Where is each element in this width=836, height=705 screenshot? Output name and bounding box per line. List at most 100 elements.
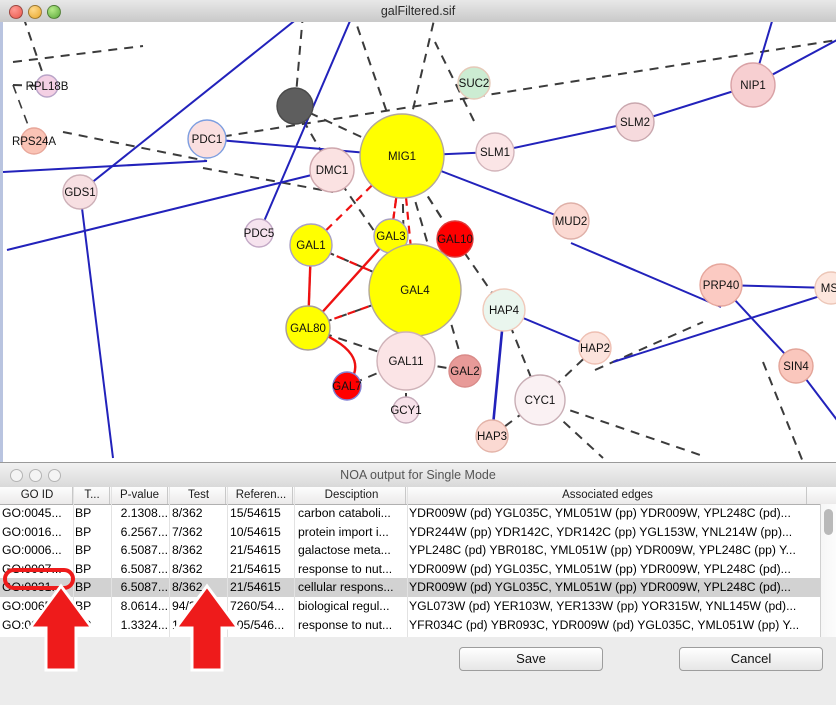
network-edge[interactable] bbox=[539, 399, 604, 459]
network-node-gal3[interactable]: GAL3 bbox=[373, 218, 409, 254]
network-node-mud2[interactable]: MUD2 bbox=[552, 202, 590, 240]
save-button[interactable]: Save bbox=[459, 647, 603, 671]
network-edge[interactable] bbox=[12, 45, 144, 63]
network-node-gal80[interactable]: GAL80 bbox=[285, 305, 331, 351]
network-node-hap4[interactable]: HAP4 bbox=[482, 288, 526, 332]
maximize-window-icon[interactable] bbox=[47, 5, 61, 19]
node-circle[interactable] bbox=[376, 331, 436, 391]
network-edge[interactable] bbox=[3, 160, 208, 173]
network-node-gal7[interactable]: GAL7 bbox=[332, 371, 362, 401]
network-node-pdc5[interactable]: PDC5 bbox=[244, 218, 275, 248]
node-circle[interactable] bbox=[309, 147, 355, 193]
network-node-nip1[interactable]: NIP1 bbox=[730, 62, 776, 108]
window-title-bar[interactable]: galFiltered.sif bbox=[0, 0, 836, 23]
table-vertical-scrollbar[interactable] bbox=[820, 504, 836, 637]
column-header-associated-edges[interactable]: Associated edges bbox=[409, 487, 807, 504]
table-row[interactable]: GO:0065... BP 8.0614... 94/362 7260/54... bio… bbox=[0, 597, 836, 616]
network-edge[interactable] bbox=[12, 84, 48, 87]
node-circle[interactable] bbox=[814, 271, 836, 305]
network-edge[interactable] bbox=[539, 347, 596, 401]
network-node-sin4[interactable]: SIN4 bbox=[778, 348, 814, 384]
network-edge[interactable] bbox=[762, 361, 804, 462]
network-node-mig1[interactable]: MIG1 bbox=[359, 113, 445, 199]
minimize-window-icon[interactable] bbox=[28, 5, 42, 19]
node-circle[interactable] bbox=[552, 202, 590, 240]
network-edge[interactable] bbox=[79, 191, 114, 459]
node-circle[interactable] bbox=[285, 305, 331, 351]
network-node-gcy1[interactable]: GCY1 bbox=[390, 396, 422, 424]
node-circle[interactable] bbox=[475, 419, 509, 453]
noa-close-icon[interactable] bbox=[10, 469, 23, 482]
node-circle[interactable] bbox=[730, 62, 776, 108]
network-node-suc2[interactable]: SUC2 bbox=[457, 66, 491, 100]
column-header-desciption[interactable]: Desciption bbox=[298, 487, 406, 504]
network-edge[interactable] bbox=[62, 131, 208, 162]
node-circle[interactable] bbox=[778, 348, 814, 384]
table-row[interactable]: GO:0016... BP 6.2567... 7/362 10/54615 protei… bbox=[0, 523, 836, 542]
network-node-hap2[interactable]: HAP2 bbox=[578, 331, 612, 365]
network-edge[interactable] bbox=[494, 121, 636, 153]
network-node-gal2[interactable]: GAL2 bbox=[448, 354, 482, 388]
node-circle[interactable] bbox=[276, 87, 314, 125]
table-row[interactable]: GO:0031... BP 6.5087... 8/362 21/54615 cellul… bbox=[0, 578, 836, 597]
scrollbar-thumb[interactable] bbox=[824, 509, 833, 535]
node-circle[interactable] bbox=[475, 132, 515, 172]
network-edge[interactable] bbox=[6, 169, 333, 251]
network-edge[interactable] bbox=[612, 289, 836, 363]
node-circle[interactable] bbox=[187, 119, 227, 159]
network-node-gal1[interactable]: GAL1 bbox=[289, 223, 333, 267]
network-edge[interactable] bbox=[570, 242, 722, 308]
noa-maximize-icon[interactable] bbox=[48, 469, 61, 482]
node-circle[interactable] bbox=[392, 396, 420, 424]
network-node-gal11[interactable]: GAL11 bbox=[376, 331, 436, 391]
noa-minimize-icon[interactable] bbox=[29, 469, 42, 482]
network-node-hap3[interactable]: HAP3 bbox=[475, 419, 509, 453]
node-circle[interactable] bbox=[514, 374, 566, 426]
node-circle[interactable] bbox=[20, 127, 48, 155]
table-row[interactable]: GO:0007... BP 6.5087... 8/362 21/54615 respon… bbox=[0, 560, 836, 579]
noa-results-table[interactable]: GO ID T... P-value Test Referen... Desciption… bbox=[0, 487, 836, 638]
network-node-rps24a[interactable]: RPS24A bbox=[12, 127, 56, 155]
network-node-gds1[interactable]: GDS1 bbox=[62, 174, 98, 210]
network-edge[interactable] bbox=[206, 39, 836, 140]
network-edge[interactable] bbox=[202, 167, 334, 193]
node-circle[interactable] bbox=[35, 74, 59, 98]
node-circle[interactable] bbox=[615, 102, 655, 142]
network-canvas[interactable]: RPL18B RPS24A GDS1 PDC1 PDC5 DMC1 MIG1 SUC2 SLM1… bbox=[0, 22, 836, 462]
network-edge[interactable] bbox=[258, 22, 353, 234]
network-node-rpl18b[interactable]: RPL18B bbox=[26, 74, 69, 98]
table-row[interactable]: GO:0031... BP 1.3324... 11/362 105/546... res… bbox=[0, 616, 836, 635]
node-circle[interactable] bbox=[436, 220, 474, 258]
node-circle[interactable] bbox=[578, 331, 612, 365]
column-header-test[interactable]: Test bbox=[172, 487, 226, 504]
network-edge[interactable] bbox=[294, 105, 333, 171]
cancel-button[interactable]: Cancel bbox=[679, 647, 823, 671]
table-header-row[interactable]: GO ID T... P-value Test Referen... Desciption… bbox=[0, 487, 836, 505]
close-window-icon[interactable] bbox=[9, 5, 23, 19]
network-node-pdc1[interactable]: PDC1 bbox=[187, 119, 227, 159]
node-circle[interactable] bbox=[332, 371, 362, 401]
network-nodes[interactable]: RPL18B RPS24A GDS1 PDC1 PDC5 DMC1 MIG1 SUC2 SLM1… bbox=[12, 62, 836, 453]
table-body[interactable]: GO:0045... BP 2.1308... 8/362 15/54615 carbon… bbox=[0, 504, 836, 637]
network-node-slm1[interactable]: SLM1 bbox=[475, 132, 515, 172]
network-edge[interactable] bbox=[23, 22, 48, 87]
network-node-gal4[interactable]: GAL4 bbox=[368, 243, 462, 337]
node-circle[interactable] bbox=[699, 263, 743, 307]
network-node-prp40[interactable]: PRP40 bbox=[699, 263, 743, 307]
network-node-cyc1[interactable]: CYC1 bbox=[514, 374, 566, 426]
network-node-gal10[interactable]: GAL10 bbox=[436, 220, 474, 258]
node-circle[interactable] bbox=[448, 354, 482, 388]
table-row[interactable]: GO:0006... BP 6.5087... 8/362 21/54615 galact… bbox=[0, 541, 836, 560]
network-node-unlabeled[interactable] bbox=[276, 87, 314, 125]
network-edge[interactable] bbox=[331, 169, 416, 291]
column-header-p-value[interactable]: P-value bbox=[112, 487, 168, 504]
node-circle[interactable] bbox=[244, 218, 274, 248]
node-circle[interactable] bbox=[457, 66, 491, 100]
network-edge[interactable] bbox=[79, 22, 303, 193]
column-header-t[interactable]: T... bbox=[75, 487, 110, 504]
network-node-dmc1[interactable]: DMC1 bbox=[309, 147, 355, 193]
network-node-slm2[interactable]: SLM2 bbox=[615, 102, 655, 142]
table-row[interactable]: GO:0045... BP 2.1308... 8/362 15/54615 carbon… bbox=[0, 504, 836, 523]
column-header-referen[interactable]: Referen... bbox=[230, 487, 293, 504]
node-circle[interactable] bbox=[359, 113, 445, 199]
